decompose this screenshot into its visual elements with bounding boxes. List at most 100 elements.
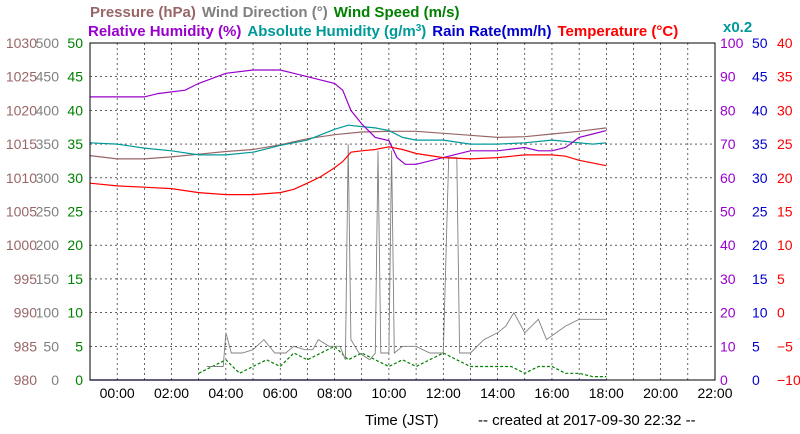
series-line (89, 124, 607, 156)
series-line (90, 69, 607, 165)
y-tick-label: −10 (777, 372, 800, 388)
y-tick-label: 5 (752, 338, 760, 354)
y-tick-label: 150 (36, 271, 60, 287)
legend-item: Temperature (°C) (557, 23, 678, 40)
legend-item: Absolute Humidity (g/m (247, 23, 415, 40)
x-axis: 00:00 02:00 04:00 06:00 08:00 10:00 12:00 14:00… (100, 385, 733, 401)
y-tick-label: 500 (36, 35, 60, 51)
y-tick-label: 70 (720, 136, 736, 152)
y-tick-label: 35 (752, 136, 768, 152)
y-tick-label: 60 (720, 170, 736, 186)
y-tick-label: 1025 (6, 69, 37, 85)
x-tick-label: 08:00 (317, 385, 352, 401)
y-tick-label: 100 (720, 35, 744, 51)
chart-grid (90, 43, 716, 380)
legend-item: Rain Rate(mm/h) (432, 23, 551, 40)
x-tick-label: 14:00 (480, 385, 515, 401)
y-tick-label: 350 (36, 136, 60, 152)
x-tick-label: 20:00 (643, 385, 678, 401)
created-timestamp: -- created at 2017-09-30 22:32 -- (478, 412, 696, 429)
scale-note: x0.2 (723, 19, 752, 36)
y-tick-label: 15 (752, 271, 768, 287)
y-tick-label: 200 (36, 237, 60, 253)
y-tick-label: 1030 (6, 35, 37, 51)
x-tick-label: 12:00 (426, 385, 461, 401)
x-tick-label: 16:00 (534, 385, 569, 401)
legend-row-1: Pressure (hPa) Wind Direction (°) Wind Spe… (90, 4, 459, 21)
y-tick-label: 25 (67, 204, 83, 220)
legend-superscript: 3 (416, 23, 422, 34)
y-tick-label: 40 (752, 102, 768, 118)
series-line (89, 146, 607, 196)
y-tick-label: 995 (14, 271, 38, 287)
y-tick-label: 980 (14, 372, 38, 388)
y-tick-label: 90 (720, 69, 736, 85)
y-tick-label: 40 (777, 35, 793, 51)
legend-item: Wind Direction (°) (202, 4, 328, 21)
x-tick-label: 06:00 (263, 385, 298, 401)
y-tick-label: 30 (777, 102, 793, 118)
y-tick-label: 30 (752, 170, 768, 186)
y-tick-label: 10 (720, 338, 736, 354)
y-axes: 9809859909951000100510101015102010251030… (6, 35, 800, 388)
y-tick-label: 1005 (6, 204, 37, 220)
y-tick-label: 5 (777, 271, 785, 287)
x-tick-label: 10:00 (371, 385, 406, 401)
y-tick-label: 10 (777, 237, 793, 253)
y-tick-label: 0 (75, 372, 83, 388)
y-tick-label: 50 (720, 204, 736, 220)
y-tick-label: 50 (67, 35, 83, 51)
series-line (198, 345, 607, 378)
x-tick-label: 22:00 (697, 385, 732, 401)
y-tick-label: 1000 (6, 237, 37, 253)
y-tick-label: 0 (720, 372, 728, 388)
y-tick-label: 30 (720, 271, 736, 287)
y-tick-label: 15 (67, 271, 83, 287)
y-tick-label: 300 (36, 170, 60, 186)
legend-row-2: Relative Humidity (%) Absolute Humidity (… (88, 23, 678, 41)
y-tick-label: 80 (720, 102, 736, 118)
y-tick-label: 25 (752, 204, 768, 220)
x-tick-label: 02:00 (154, 385, 189, 401)
legend-item-tail: ) (421, 23, 426, 40)
y-tick-label: 400 (36, 102, 60, 118)
y-tick-label: 985 (14, 338, 38, 354)
y-tick-label: 10 (752, 305, 768, 321)
y-tick-label: 20 (752, 237, 768, 253)
x-tick-label: 00:00 (100, 385, 135, 401)
legend-item: Pressure (hPa) (90, 4, 196, 21)
y-tick-label: 45 (752, 69, 768, 85)
chart-legend: Pressure (hPa) Wind Direction (°) Wind Spe… (88, 4, 752, 40)
y-tick-label: 40 (67, 102, 83, 118)
y-tick-label: 50 (752, 35, 768, 51)
y-tick-label: 20 (67, 237, 83, 253)
y-tick-label: 45 (67, 69, 83, 85)
x-tick-label: 18:00 (589, 385, 624, 401)
y-tick-label: 1020 (6, 102, 37, 118)
y-tick-label: 1010 (6, 170, 37, 186)
y-tick-label: 20 (720, 305, 736, 321)
y-tick-label: 10 (67, 305, 83, 321)
plot-frame (89, 42, 716, 381)
x-tick-label: 04:00 (208, 385, 243, 401)
x-axis-label: Time (JST) (365, 412, 439, 429)
chart-series (89, 69, 607, 381)
y-tick-label: 5 (75, 338, 83, 354)
legend-item: Relative Humidity (%) (88, 23, 241, 40)
y-tick-label: 450 (36, 69, 60, 85)
y-tick-label: 50 (43, 338, 59, 354)
y-tick-label: 250 (36, 204, 60, 220)
y-tick-label: 100 (36, 305, 60, 321)
y-tick-label: 25 (777, 136, 793, 152)
y-tick-label: 0 (51, 372, 59, 388)
y-tick-label: 20 (777, 170, 793, 186)
y-tick-label: 990 (14, 305, 38, 321)
y-tick-label: 15 (777, 204, 793, 220)
y-tick-label: 30 (67, 170, 83, 186)
legend-item: Wind Speed (m/s) (334, 4, 460, 21)
series-line (89, 127, 607, 160)
series-line (206, 144, 607, 367)
y-tick-label: 0 (777, 305, 785, 321)
y-tick-label: −5 (777, 338, 793, 354)
